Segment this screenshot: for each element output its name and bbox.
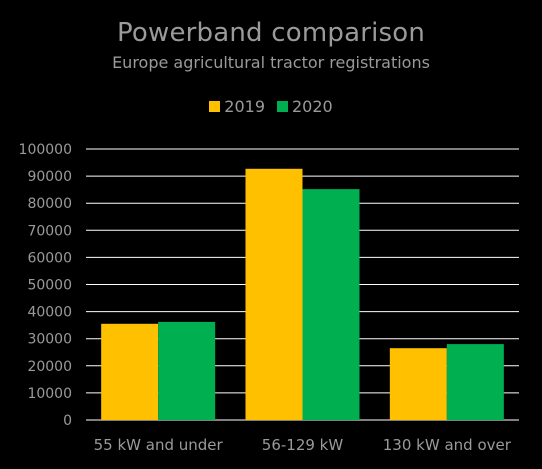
- x-axis-categories: 55 kW and under 56-129 kW 130 kW and over: [94, 436, 512, 454]
- legend-swatch-2020: [277, 101, 288, 112]
- y-tick-label: 40000: [27, 305, 72, 321]
- bar-2020-1: [302, 189, 360, 420]
- legend-item-2020: 2020: [277, 97, 333, 116]
- y-tick-label: 60000: [27, 250, 72, 266]
- chart-title: Powerband comparison: [116, 18, 426, 48]
- y-tick-label: 50000: [27, 278, 72, 294]
- bars: [101, 168, 504, 420]
- legend-label-2019: 2019: [224, 97, 265, 116]
- y-tick-label: 100000: [19, 142, 72, 158]
- legend-swatch-2019: [209, 101, 221, 112]
- bar-2020-2: [446, 344, 504, 420]
- x-category-label: 130 kW and over: [383, 436, 512, 454]
- chart-legend: 2019 2020: [0, 97, 542, 116]
- y-tick-label: 10000: [27, 386, 72, 402]
- x-category-label: 55 kW and under: [94, 436, 224, 454]
- bar-2020-0: [158, 321, 216, 420]
- bar-2019-0: [101, 323, 159, 420]
- legend-item-2019: 2019: [209, 97, 265, 116]
- y-tick-label: 30000: [27, 332, 72, 348]
- y-tick-label: 0: [63, 413, 72, 429]
- bar-2019-1: [245, 168, 303, 420]
- y-tick-label: 80000: [27, 196, 72, 212]
- x-category-label: 56-129 kW: [262, 436, 344, 454]
- y-tick-label: 90000: [27, 169, 72, 185]
- y-tick-label: 70000: [27, 223, 72, 239]
- y-tick-label: 20000: [27, 359, 72, 375]
- bar-2019-2: [389, 348, 447, 420]
- legend-label-2020: 2020: [292, 97, 333, 116]
- chart-subtitle: Europe agricultural tractor registration…: [112, 53, 430, 72]
- y-axis-ticks: 0 10000 20000 30000 40000 50000 60000 70000 8000…: [19, 142, 72, 429]
